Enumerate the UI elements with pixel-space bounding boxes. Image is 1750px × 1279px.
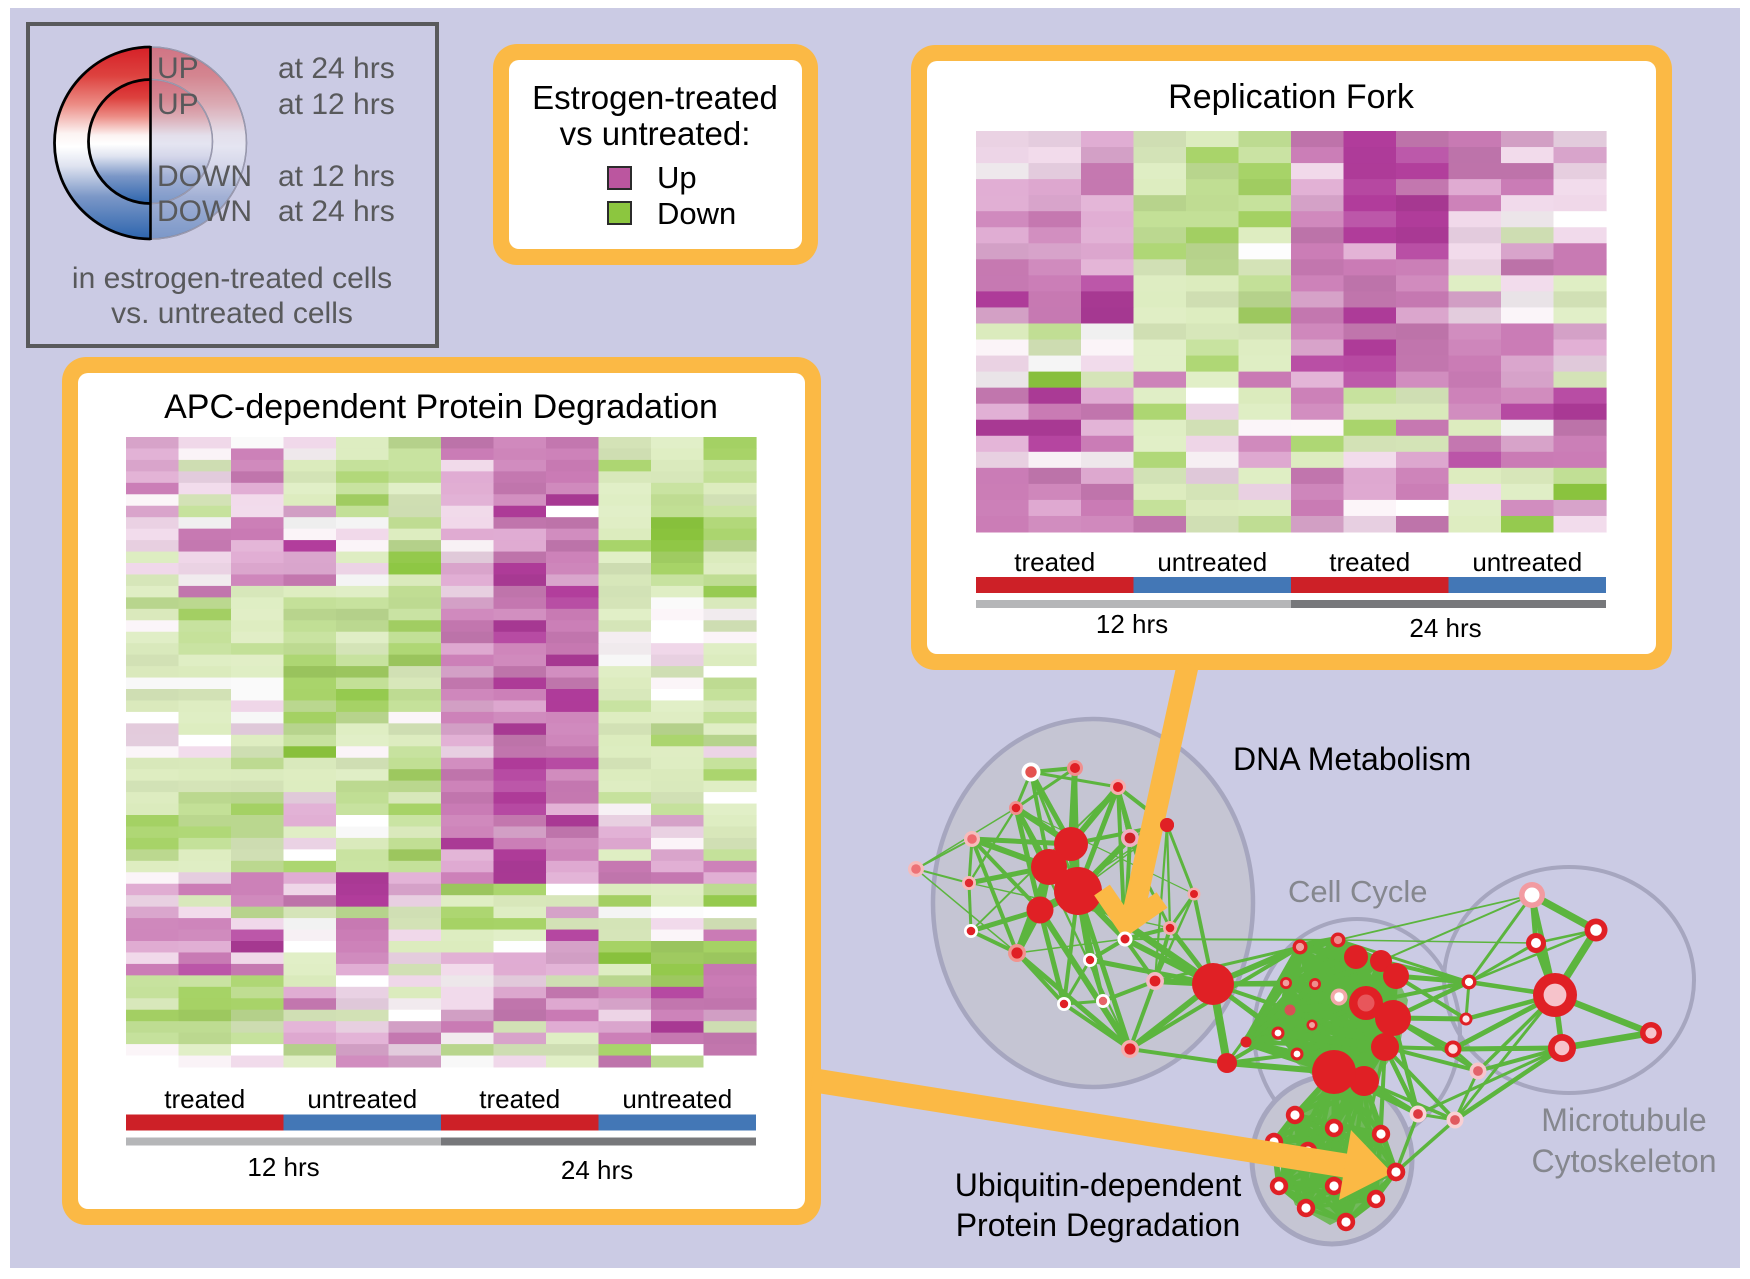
svg-text:Ubiquitin-dependent: Ubiquitin-dependent — [955, 1167, 1242, 1203]
svg-text:DOWN: DOWN — [157, 160, 252, 193]
svg-text:vs untreated:: vs untreated: — [560, 115, 751, 152]
svg-text:Up: Up — [657, 160, 697, 195]
svg-text:UP: UP — [157, 88, 199, 121]
svg-text:treated: treated — [1014, 547, 1095, 577]
svg-text:at 12 hrs: at 12 hrs — [278, 160, 395, 193]
svg-text:untreated: untreated — [1157, 547, 1267, 577]
svg-text:Protein Degradation: Protein Degradation — [956, 1207, 1241, 1243]
svg-text:24 hrs: 24 hrs — [561, 1155, 633, 1185]
svg-text:Estrogen-treated: Estrogen-treated — [532, 79, 778, 116]
svg-text:at 24 hrs: at 24 hrs — [278, 195, 395, 228]
svg-text:24 hrs: 24 hrs — [1409, 613, 1481, 643]
svg-text:untreated: untreated — [307, 1084, 417, 1114]
svg-text:at 24 hrs: at 24 hrs — [278, 52, 395, 85]
svg-text:DOWN: DOWN — [157, 195, 252, 228]
svg-text:UP: UP — [157, 52, 199, 85]
svg-text:12 hrs: 12 hrs — [247, 1152, 319, 1182]
svg-text:untreated: untreated — [622, 1084, 732, 1114]
svg-text:untreated: untreated — [1472, 547, 1582, 577]
svg-text:Cytoskeleton: Cytoskeleton — [1532, 1143, 1717, 1179]
svg-text:treated: treated — [164, 1084, 245, 1114]
svg-text:treated: treated — [479, 1084, 560, 1114]
svg-text:at 12 hrs: at 12 hrs — [278, 88, 395, 121]
svg-text:Replication Fork: Replication Fork — [1168, 78, 1415, 116]
svg-text:in estrogen-treated cells: in estrogen-treated cells — [72, 262, 392, 295]
svg-text:Cell Cycle: Cell Cycle — [1288, 874, 1428, 909]
svg-text:treated: treated — [1329, 547, 1410, 577]
svg-text:APC-dependent Protein Degradat: APC-dependent Protein Degradation — [164, 388, 718, 426]
svg-text:vs. untreated cells: vs. untreated cells — [111, 297, 353, 330]
svg-text:DNA Metabolism: DNA Metabolism — [1233, 741, 1471, 777]
svg-text:Microtubule: Microtubule — [1541, 1102, 1706, 1138]
svg-text:12 hrs: 12 hrs — [1096, 609, 1168, 639]
svg-text:Down: Down — [657, 196, 736, 231]
